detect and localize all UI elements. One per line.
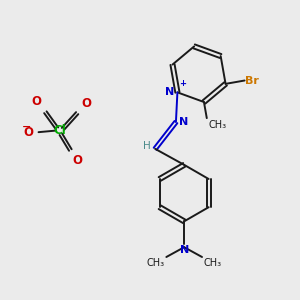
Text: O: O bbox=[72, 154, 82, 167]
Text: Cl: Cl bbox=[53, 124, 66, 137]
Text: O: O bbox=[32, 95, 41, 108]
Text: N: N bbox=[179, 117, 188, 127]
Text: CH₃: CH₃ bbox=[203, 258, 222, 268]
Text: −: − bbox=[22, 122, 31, 132]
Text: O: O bbox=[81, 97, 91, 110]
Text: +: + bbox=[179, 79, 186, 88]
Text: CH₃: CH₃ bbox=[208, 120, 226, 130]
Text: N: N bbox=[165, 87, 174, 98]
Text: H: H bbox=[143, 141, 151, 151]
Text: N: N bbox=[180, 245, 189, 255]
Text: Br: Br bbox=[245, 76, 260, 85]
Text: O: O bbox=[23, 126, 33, 139]
Text: CH₃: CH₃ bbox=[147, 258, 165, 268]
